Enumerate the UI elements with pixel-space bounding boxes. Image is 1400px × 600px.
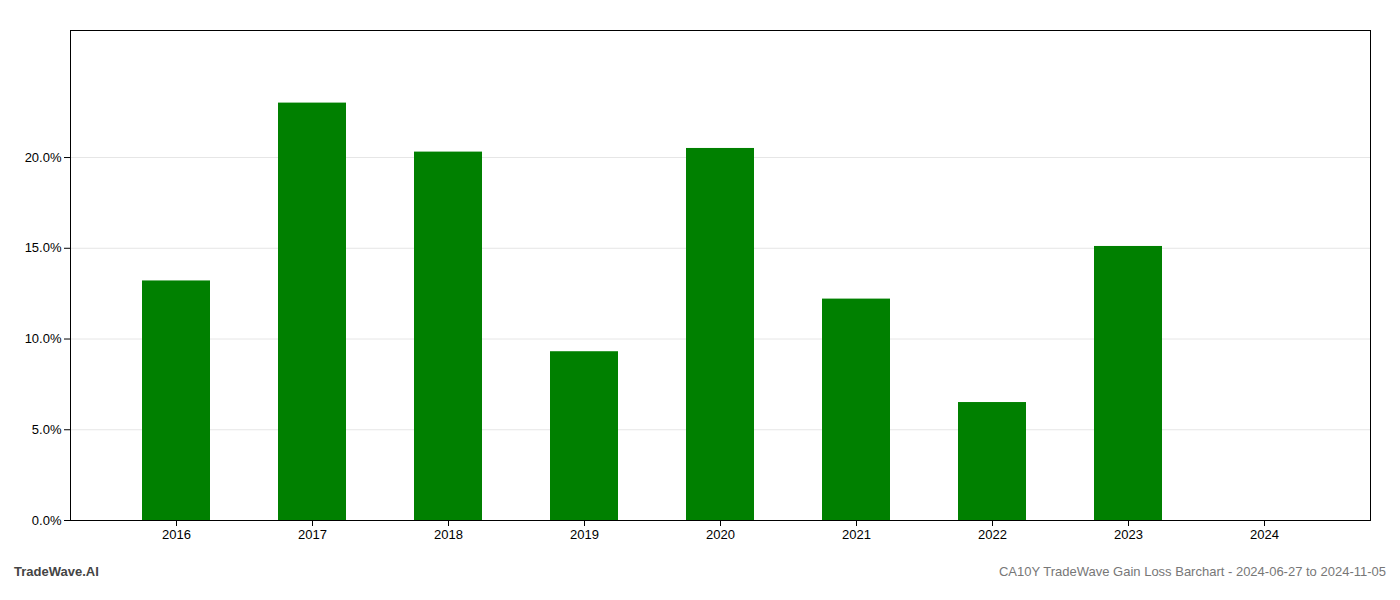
html-text:CA10Y TradeWave Gain Loss Barc: CA10Y TradeWave Gain Loss Barchart - 202… bbox=[998, 564, 1386, 579]
svg-text:10.0%: 10.0% bbox=[25, 331, 62, 346]
svg-text:5.0%: 5.0% bbox=[32, 422, 62, 437]
svg-text:2017: 2017 bbox=[298, 527, 327, 542]
svg-text:2023: 2023 bbox=[1114, 527, 1143, 542]
svg-text:2018: 2018 bbox=[434, 527, 463, 542]
svg-text:0.0%: 0.0% bbox=[32, 513, 62, 528]
svg-text:2019: 2019 bbox=[570, 527, 599, 542]
svg-text:20.0%: 20.0% bbox=[25, 150, 62, 165]
svg-text:2024: 2024 bbox=[1250, 527, 1279, 542]
svg-text:15.0%: 15.0% bbox=[25, 240, 62, 255]
svg-text:2021: 2021 bbox=[842, 527, 871, 542]
svg-text:2020: 2020 bbox=[706, 527, 735, 542]
html-text:TradeWave.AI: TradeWave.AI bbox=[14, 564, 99, 579]
svg-text:2016: 2016 bbox=[162, 527, 191, 542]
svg-text:2022: 2022 bbox=[978, 527, 1007, 542]
